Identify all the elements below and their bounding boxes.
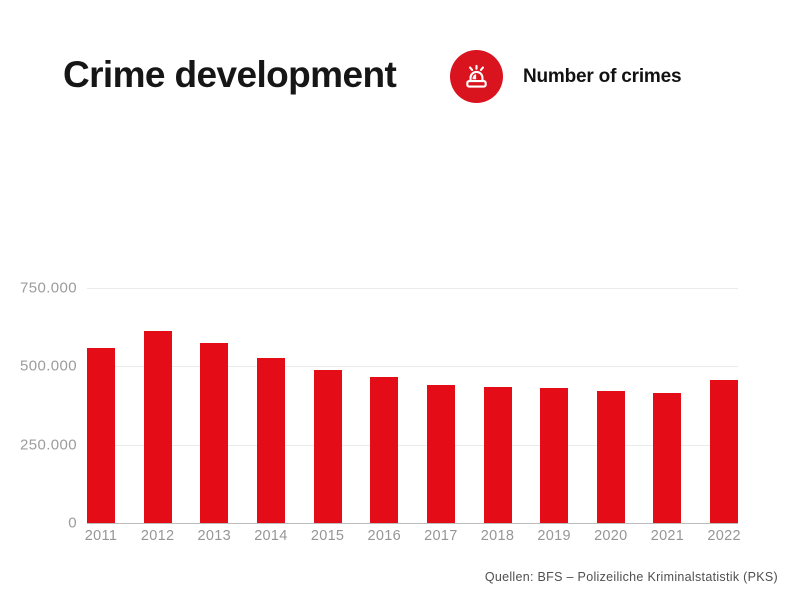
- x-tick-2012: 2012: [140, 528, 175, 544]
- y-tick-500.000: 500.000: [19, 357, 77, 375]
- bar-2013: [200, 342, 229, 523]
- bar-2015: [313, 370, 342, 523]
- plot-area: [87, 288, 739, 524]
- x-tick-2019: 2019: [537, 528, 571, 544]
- y-tick-0: 0: [68, 514, 77, 532]
- x-tick-2022: 2022: [707, 528, 741, 544]
- x-tick-2016: 2016: [367, 528, 401, 544]
- bar-2019: [540, 387, 569, 523]
- gridline-250.000: [87, 444, 738, 446]
- page-title: Crime development: [63, 54, 397, 95]
- legend-label: Number of crimes: [523, 65, 682, 87]
- gridline-500.000: [87, 366, 738, 368]
- x-tick-2021: 2021: [650, 528, 685, 544]
- x-tick-2015: 2015: [310, 528, 345, 544]
- bar-2014: [256, 357, 285, 523]
- bar-2020: [596, 391, 625, 523]
- gridline-0: [87, 523, 738, 524]
- x-tick-2011: 2011: [84, 528, 118, 544]
- bar-2018: [483, 387, 512, 523]
- x-tick-2017: 2017: [424, 528, 458, 544]
- legend: Number of crimes: [450, 50, 682, 103]
- y-tick-750.000: 750.000: [19, 279, 77, 297]
- gridline-750.000: [87, 288, 738, 289]
- siren-icon: [450, 50, 503, 103]
- x-tick-2020: 2020: [594, 528, 628, 544]
- x-tick-2014: 2014: [254, 528, 288, 544]
- bar-2017: [426, 385, 455, 523]
- x-tick-2018: 2018: [480, 528, 515, 544]
- y-tick-250.000: 250.000: [19, 436, 77, 454]
- x-tick-2013: 2013: [197, 528, 232, 544]
- bar-2021: [653, 393, 682, 523]
- x-axis-labels: 2011 2012 2013 2014 2015 2016 2017 2018 2019 2020…: [84, 528, 741, 548]
- bar-2012: [143, 330, 172, 523]
- bar-2022: [710, 379, 739, 523]
- bar-2016: [370, 376, 399, 523]
- bar-2011: [87, 347, 115, 523]
- source-note: Quellen: BFS – Polizeiliche Kriminalstat…: [484, 570, 778, 584]
- y-axis-labels: 750.000 500.000 250.000 0: [0, 280, 77, 532]
